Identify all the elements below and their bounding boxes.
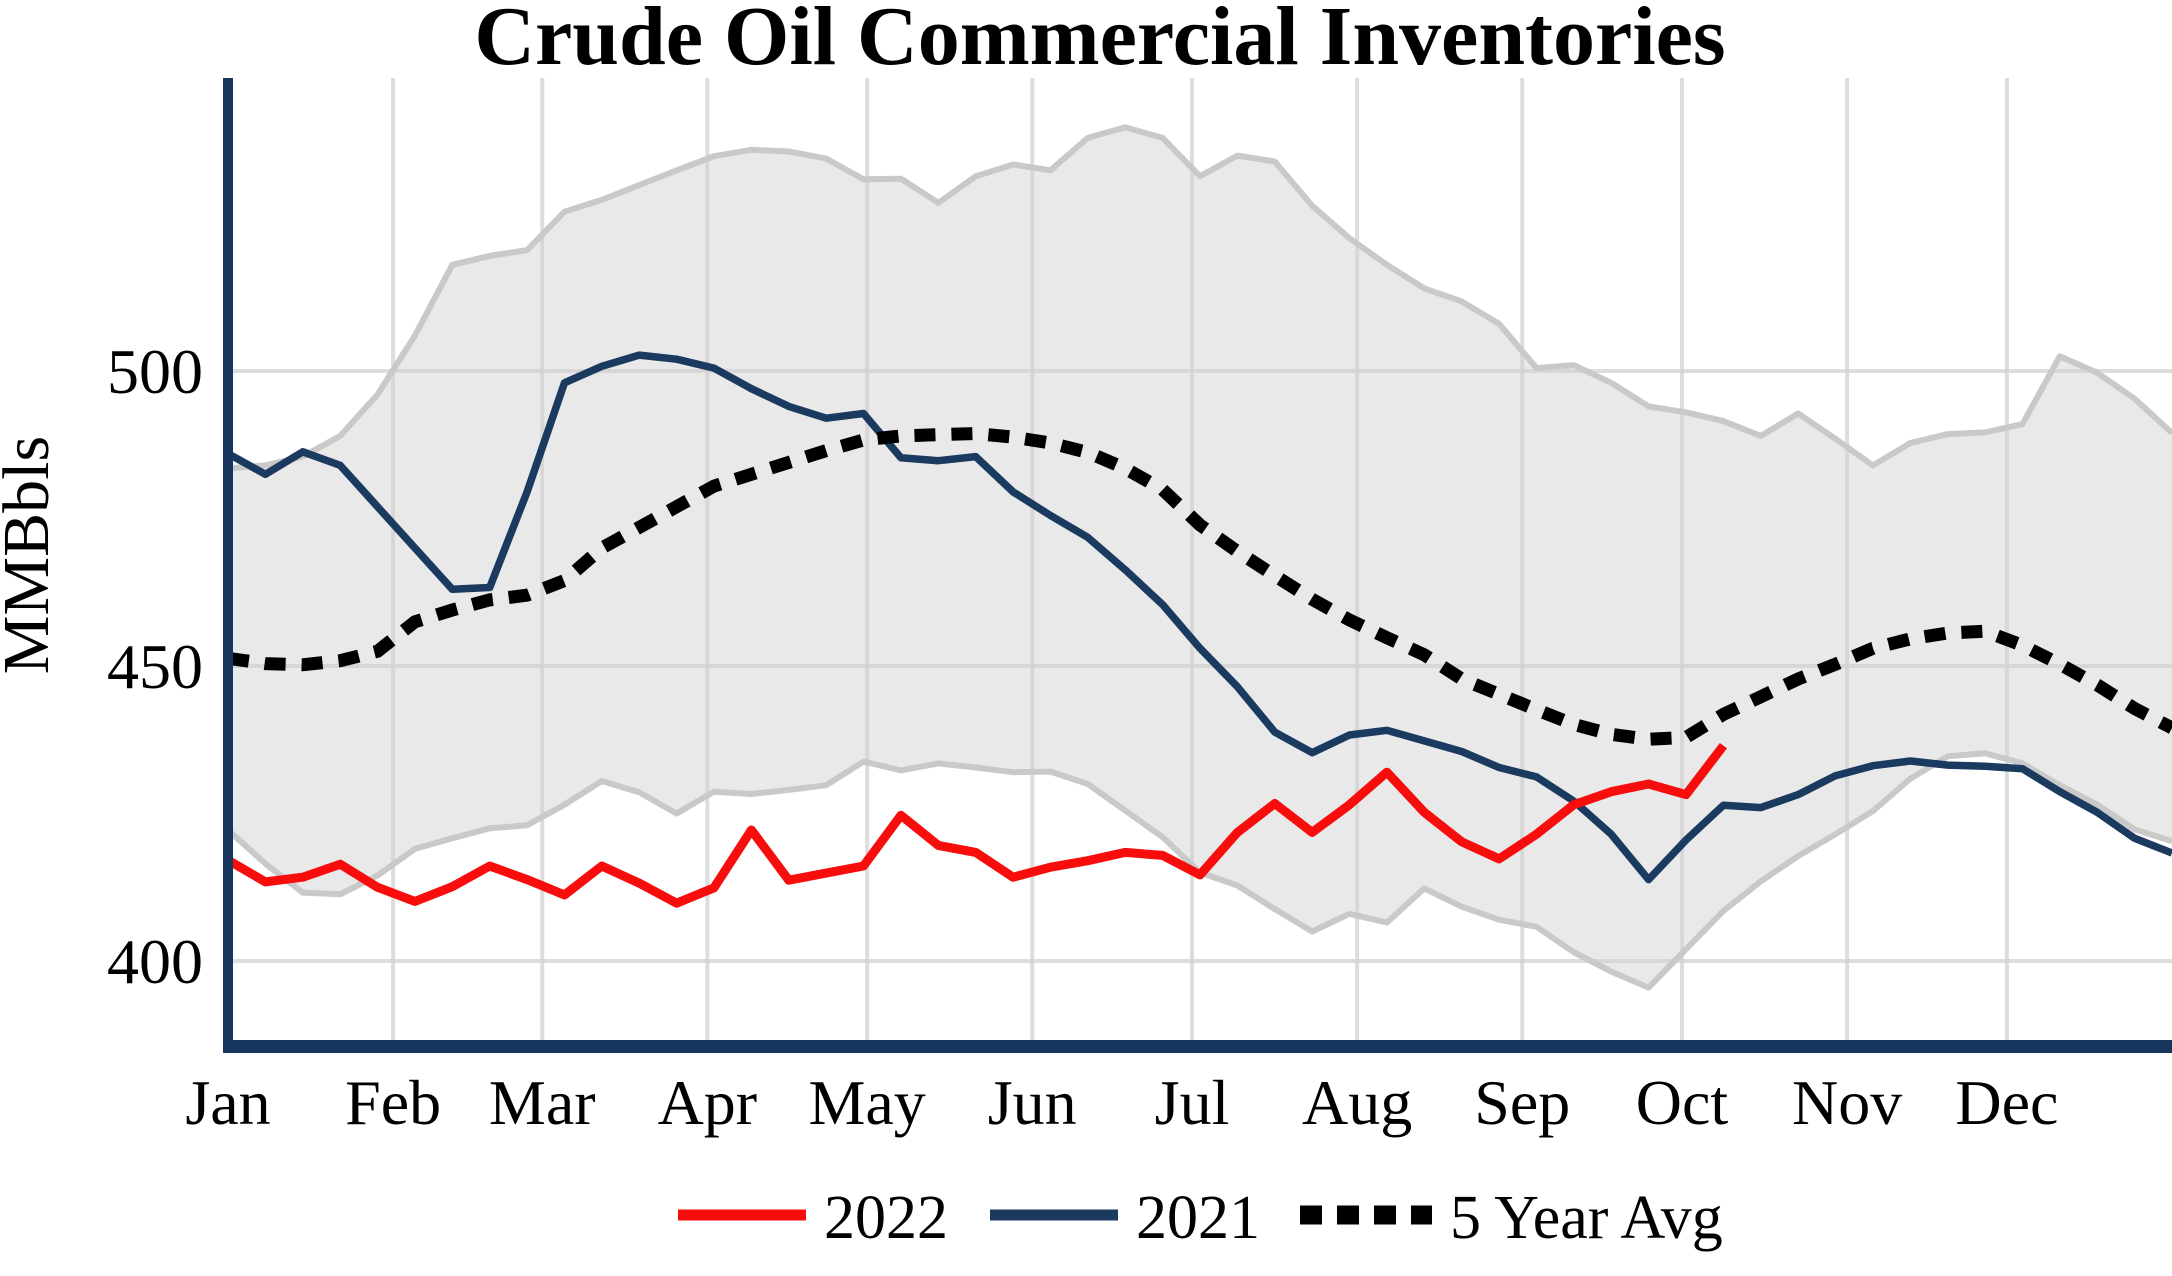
- series-2022-line: [225, 742, 1727, 908]
- y-axis-label: MMBbls: [0, 436, 63, 674]
- x-tick-label-sep: Sep: [1474, 1067, 1570, 1138]
- x-tick-label-nov: Nov: [1792, 1067, 1902, 1138]
- x-tick-label-jun: Jun: [988, 1067, 1077, 1138]
- band-top-edge: [227, 124, 2172, 472]
- x-tick-labels: Jan Feb Mar Apr May Jun Jul Aug Sep Oct Nov Dec: [185, 1067, 2058, 1138]
- series-2021-line: [226, 351, 2172, 884]
- five-year-range-band: [228, 127, 2172, 988]
- y-tick-labels: 500 450 400: [107, 336, 203, 997]
- x-tick-label-apr: Apr: [658, 1067, 758, 1138]
- x-tick-label-oct: Oct: [1636, 1067, 1729, 1138]
- horizontal-gridlines: [233, 369, 2172, 963]
- legend-label-5yr-avg: 5 Year Avg: [1450, 1184, 1723, 1252]
- y-tick-label-400: 400: [107, 926, 203, 997]
- chart-title: Crude Oil Commercial Inventories: [474, 0, 1725, 83]
- series-5yr-avg-line: [227, 426, 2172, 746]
- x-tick-label-feb: Feb: [345, 1067, 441, 1138]
- y-tick-label-500: 500: [107, 336, 203, 407]
- y-axis-spine: [223, 78, 233, 1053]
- x-axis-spine: [223, 1040, 2172, 1053]
- legend-label-2022: 2022: [824, 1184, 948, 1252]
- x-tick-label-dec: Dec: [1955, 1067, 2058, 1138]
- x-tick-label-jul: Jul: [1155, 1067, 1230, 1138]
- legend-label-2021: 2021: [1136, 1184, 1260, 1252]
- legend: 2022 2021 5 Year Avg: [678, 1184, 1723, 1252]
- y-tick-label-450: 450: [107, 631, 203, 702]
- x-tick-label-may: May: [808, 1067, 925, 1138]
- x-tick-label-jan: Jan: [185, 1067, 270, 1138]
- x-tick-label-aug: Aug: [1302, 1067, 1412, 1138]
- x-tick-label-mar: Mar: [489, 1067, 596, 1138]
